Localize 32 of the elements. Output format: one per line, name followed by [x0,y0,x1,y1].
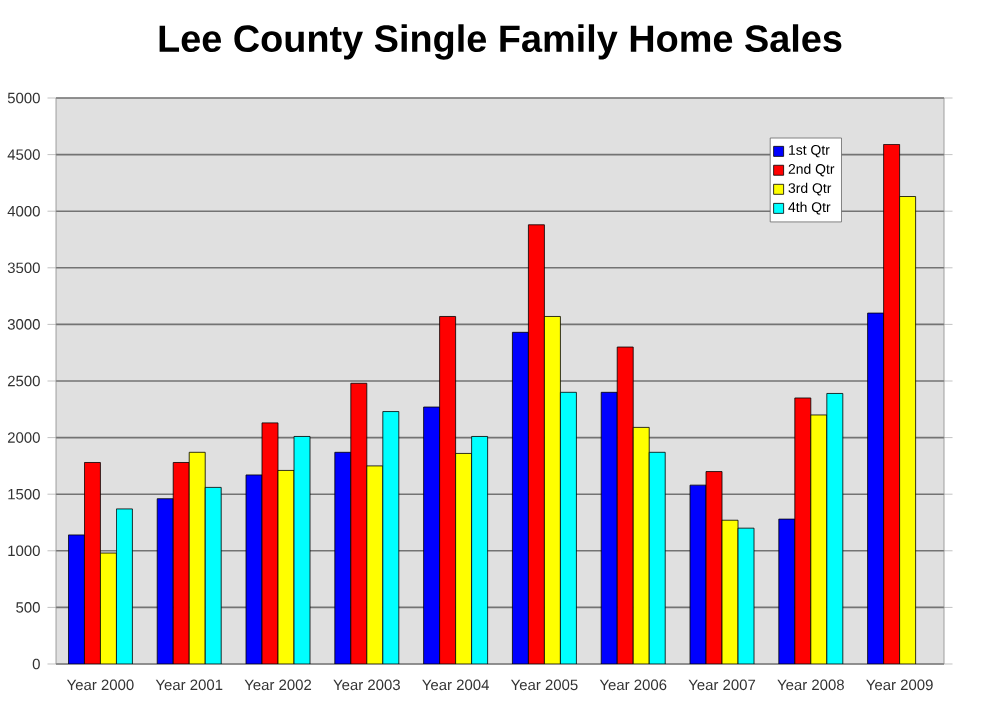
bar [188,451,206,664]
bar [423,406,441,664]
bar [439,316,457,664]
bar [528,224,545,664]
bar [455,453,473,664]
bar [899,196,917,664]
bar [156,498,174,664]
bar [826,393,844,664]
bar [616,346,634,664]
bar [648,451,666,664]
bar [512,331,529,664]
bar [366,465,384,664]
bar [84,462,101,664]
bar [382,411,400,664]
chart-title: Lee County Single Family Home Sales [159,24,842,60]
bar [810,414,828,664]
bar [867,312,885,664]
bar [471,436,489,664]
bar [68,534,85,664]
bar [560,391,577,664]
bar [172,462,190,664]
bar [204,487,222,664]
bar [544,316,561,664]
bar [116,508,133,664]
bar [100,553,117,664]
bar [794,397,812,664]
bar [600,391,618,664]
bar [334,451,352,664]
bar [778,518,796,664]
bar [632,427,650,664]
bar [883,144,901,664]
bar [350,382,368,664]
